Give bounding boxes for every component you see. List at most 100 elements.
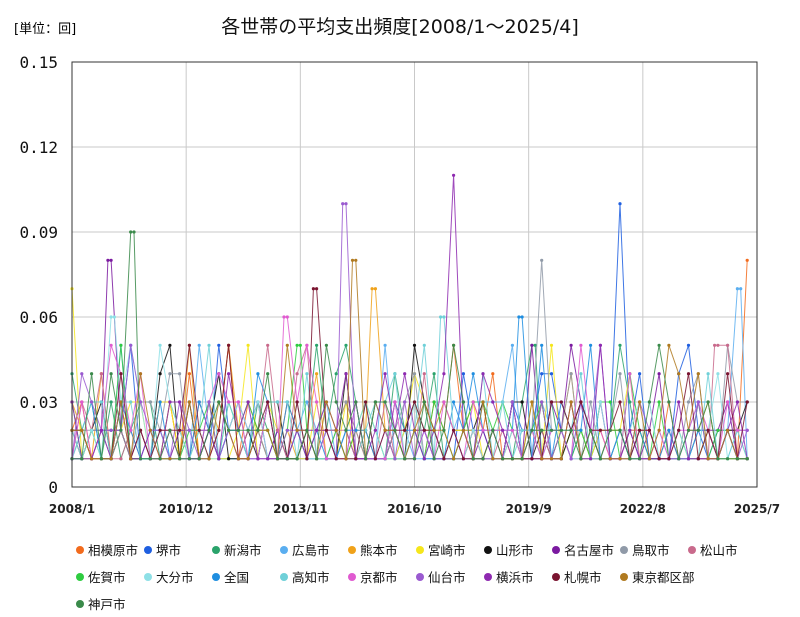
data-point — [713, 343, 717, 347]
legend-item: 名古屋市 — [552, 540, 620, 559]
data-point — [549, 400, 554, 404]
data-point — [647, 457, 652, 461]
data-point — [452, 343, 456, 347]
data-point — [207, 343, 211, 347]
data-point — [80, 428, 84, 432]
data-point — [383, 372, 387, 376]
data-point — [138, 400, 143, 404]
y-tick-label: 0.15 — [19, 53, 58, 72]
data-point — [344, 372, 348, 376]
data-point — [109, 400, 113, 404]
data-point — [520, 400, 524, 404]
legend-swatch — [688, 545, 696, 554]
data-point — [383, 457, 387, 461]
data-point — [350, 258, 355, 262]
data-point — [677, 457, 681, 461]
data-point — [735, 287, 740, 291]
data-point — [236, 400, 240, 404]
data-point — [422, 372, 426, 376]
data-point — [207, 457, 211, 461]
data-point — [716, 372, 720, 376]
data-point — [158, 372, 162, 376]
data-point — [735, 400, 740, 404]
data-point — [112, 315, 116, 319]
data-point — [119, 400, 123, 404]
data-point — [579, 343, 583, 347]
legend-label: 山形市 — [496, 543, 534, 558]
data-point — [628, 400, 632, 404]
data-point — [618, 202, 622, 206]
data-point — [677, 372, 681, 376]
data-point — [227, 343, 231, 347]
legend-swatch — [416, 545, 424, 554]
data-point — [295, 428, 299, 432]
legend-label: 大分市 — [156, 570, 194, 585]
data-point — [540, 457, 544, 461]
data-point — [138, 372, 143, 376]
data-point — [745, 428, 749, 432]
data-point — [90, 428, 94, 432]
data-point — [598, 343, 603, 347]
data-point — [129, 400, 133, 404]
legend: 相模原市 堺市 新潟市 広島市 熊本市 宮崎市 山形市 名古屋市 鳥取市 松山市 佐賀市 大分市 全国 高… — [76, 540, 756, 617]
data-point — [217, 400, 221, 404]
data-point — [540, 372, 544, 376]
data-point — [344, 457, 348, 461]
data-point — [119, 343, 123, 347]
data-point — [442, 400, 446, 404]
data-point — [510, 457, 514, 461]
data-point — [158, 400, 162, 404]
legend-item: 鳥取市 — [620, 540, 688, 559]
data-point — [657, 428, 661, 432]
data-point — [393, 372, 397, 376]
data-point — [197, 343, 201, 347]
data-point — [589, 428, 593, 432]
legend-item: 広島市 — [280, 540, 348, 559]
data-point — [559, 428, 563, 432]
data-point — [344, 428, 348, 432]
data-point — [315, 287, 319, 291]
legend-label: 名古屋市 — [564, 543, 615, 558]
data-point — [285, 428, 289, 432]
data-point — [393, 400, 397, 404]
data-point — [187, 343, 191, 347]
data-point — [540, 258, 544, 262]
data-point — [298, 343, 302, 347]
data-point — [530, 343, 534, 347]
y-tick-label: 0.03 — [19, 393, 58, 412]
data-point — [510, 400, 514, 404]
data-point — [696, 428, 700, 432]
plot-frame — [71, 61, 758, 488]
data-point — [129, 428, 133, 432]
data-point — [285, 315, 289, 319]
data-point — [618, 457, 622, 461]
data-point — [491, 372, 495, 376]
data-point — [481, 428, 485, 432]
legend-label: 堺市 — [156, 543, 182, 558]
data-point — [686, 457, 691, 461]
data-point — [334, 372, 338, 376]
data-point — [677, 428, 681, 432]
y-tick-label: 0.09 — [19, 223, 58, 242]
data-point — [549, 428, 554, 432]
data-point — [628, 428, 632, 432]
data-point — [109, 428, 113, 432]
data-point — [638, 400, 642, 404]
data-point — [608, 428, 612, 432]
data-point — [598, 428, 603, 432]
data-point — [579, 428, 583, 432]
data-point — [168, 372, 172, 376]
data-point — [589, 343, 593, 347]
data-point — [217, 372, 221, 376]
legend-item: 全国 — [212, 567, 280, 586]
data-point — [334, 400, 338, 404]
data-point — [422, 400, 426, 404]
data-point — [608, 457, 612, 461]
x-tick-label: 2016/10 — [387, 502, 441, 516]
legend-item: 大分市 — [144, 567, 212, 586]
data-point — [305, 343, 309, 347]
unit-label: [単位：回] — [14, 22, 77, 37]
data-point — [178, 428, 182, 432]
data-point — [236, 457, 240, 461]
data-point — [569, 457, 573, 461]
